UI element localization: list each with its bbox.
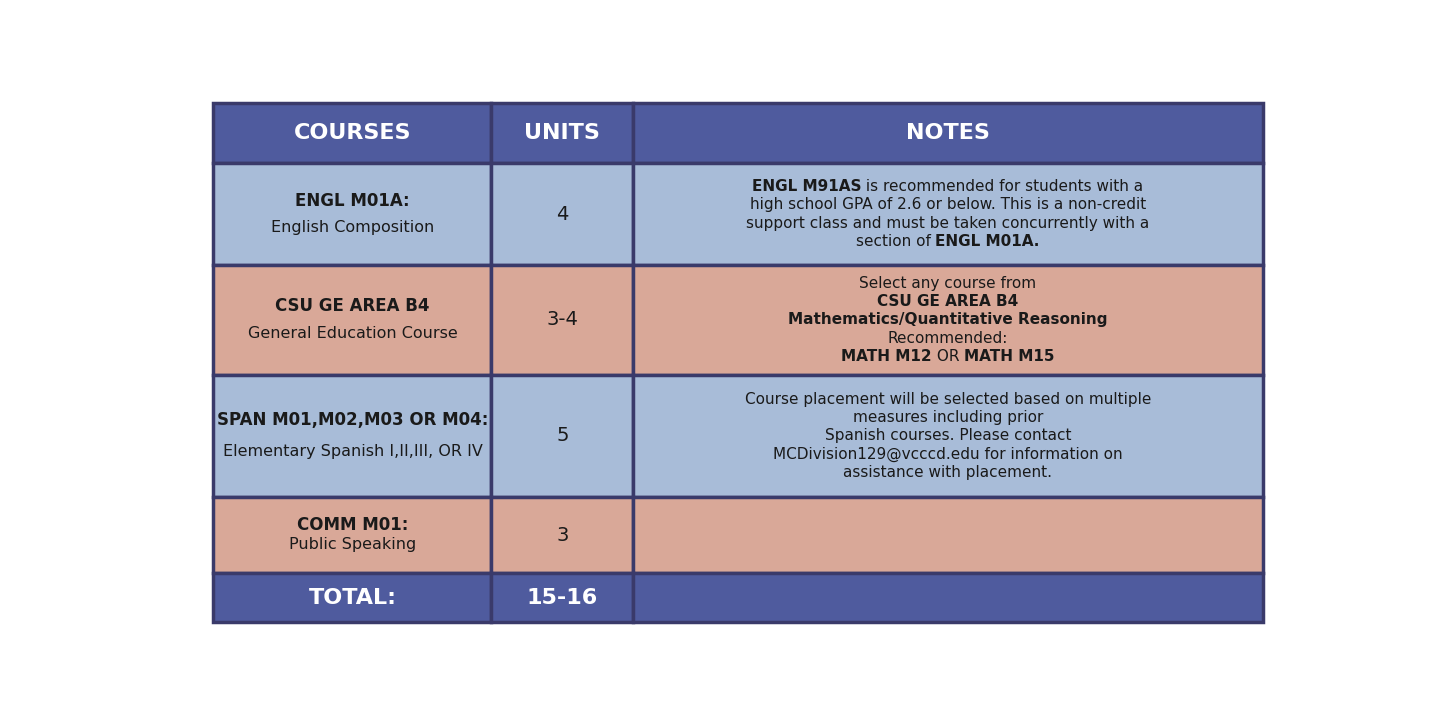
Bar <box>634 265 1263 374</box>
Text: General Education Course: General Education Course <box>248 327 458 342</box>
Text: UNITS: UNITS <box>524 123 600 143</box>
Text: section of: section of <box>855 234 936 249</box>
Text: 15-16: 15-16 <box>527 588 598 608</box>
Text: Public Speaking: Public Speaking <box>289 537 416 552</box>
Text: 5: 5 <box>556 426 569 446</box>
Text: CSU GE AREA B4: CSU GE AREA B4 <box>275 296 429 314</box>
Bar <box>213 573 491 622</box>
Text: Elementary Spanish I,II,III, OR IV: Elementary Spanish I,II,III, OR IV <box>223 444 482 459</box>
Text: CSU GE AREA B4: CSU GE AREA B4 <box>877 294 1018 309</box>
Bar <box>213 374 491 497</box>
Text: MCDivision129@vcccd.edu for information on: MCDivision129@vcccd.edu for information … <box>773 446 1123 461</box>
Text: is recommended for students with a: is recommended for students with a <box>861 179 1143 194</box>
Bar <box>213 103 491 163</box>
Bar <box>634 163 1263 265</box>
Text: Course placement will be selected based on multiple: Course placement will be selected based … <box>744 392 1151 407</box>
Text: support class and must be taken concurrently with a: support class and must be taken concurre… <box>746 216 1149 231</box>
Text: measures including prior: measures including prior <box>852 410 1043 425</box>
Bar <box>213 265 491 374</box>
Text: ENGL M91AS: ENGL M91AS <box>752 179 861 194</box>
Text: 3-4: 3-4 <box>546 310 579 329</box>
Bar <box>491 103 634 163</box>
Text: ENGL M01A.: ENGL M01A. <box>936 234 1040 249</box>
Text: COMM M01:: COMM M01: <box>297 516 408 534</box>
Text: 4: 4 <box>556 205 569 224</box>
Text: COURSES: COURSES <box>294 123 412 143</box>
Bar <box>634 573 1263 622</box>
Bar <box>634 497 1263 573</box>
Text: Recommended:: Recommended: <box>887 330 1008 345</box>
Bar <box>491 573 634 622</box>
Text: TOTAL:: TOTAL: <box>308 588 396 608</box>
Bar <box>491 265 634 374</box>
Bar <box>213 497 491 573</box>
Bar <box>491 374 634 497</box>
Bar <box>634 374 1263 497</box>
Bar <box>491 497 634 573</box>
Bar <box>491 163 634 265</box>
Text: English Composition: English Composition <box>271 220 433 235</box>
Text: Spanish courses. Please contact: Spanish courses. Please contact <box>825 428 1071 443</box>
Text: SPAN M01,M02,M03 OR M04:: SPAN M01,M02,M03 OR M04: <box>217 411 488 429</box>
Text: OR: OR <box>932 349 963 364</box>
Bar <box>634 103 1263 163</box>
Bar <box>213 163 491 265</box>
Text: Mathematics/Quantitative Reasoning: Mathematics/Quantitative Reasoning <box>788 312 1107 327</box>
Text: NOTES: NOTES <box>906 123 989 143</box>
Text: Select any course from: Select any course from <box>860 275 1037 291</box>
Text: ENGL M01A:: ENGL M01A: <box>295 192 410 210</box>
Text: assistance with placement.: assistance with placement. <box>844 465 1053 480</box>
Text: MATH M12: MATH M12 <box>841 349 932 364</box>
Text: 3: 3 <box>556 526 569 544</box>
Text: high school GPA of 2.6 or below. This is a non-credit: high school GPA of 2.6 or below. This is… <box>750 198 1146 213</box>
Text: MATH M15: MATH M15 <box>963 349 1054 364</box>
